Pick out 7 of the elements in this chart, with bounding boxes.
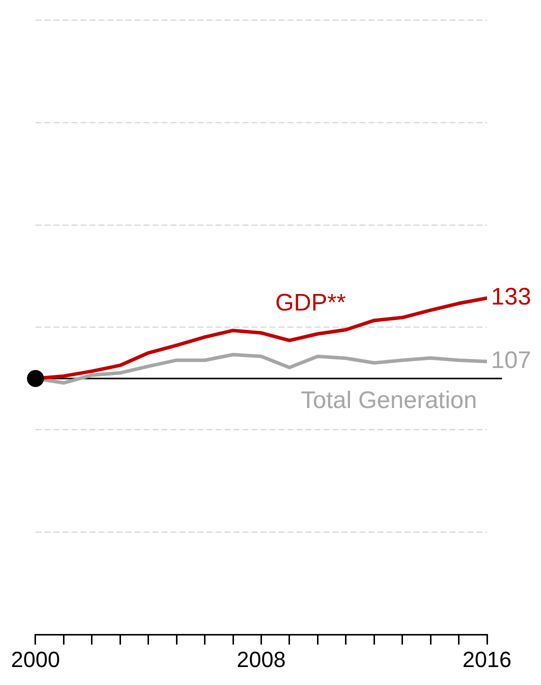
x-tick-label: 2008	[236, 646, 286, 672]
series-label: Total Generation	[300, 387, 477, 414]
data-label: 133	[491, 284, 532, 311]
x-tick-label: 2000	[10, 646, 60, 672]
x-tick-label: 2016	[462, 646, 512, 672]
data-label: 107	[491, 347, 532, 374]
series-label: GDP**	[275, 289, 346, 316]
